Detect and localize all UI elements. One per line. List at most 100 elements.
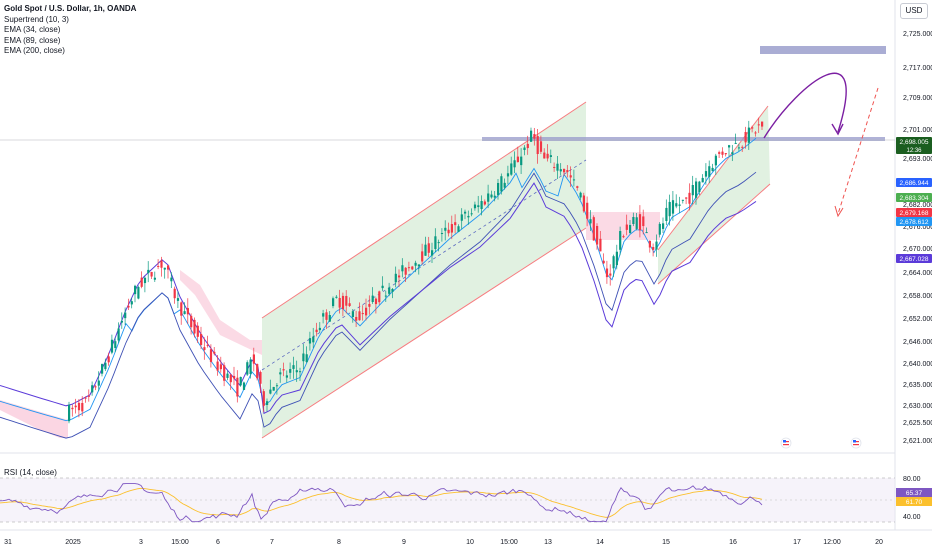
candle-body — [242, 382, 246, 390]
candle-body — [394, 273, 397, 283]
candle-body — [638, 214, 642, 231]
candle-body — [711, 167, 714, 172]
channel-1-lower — [261, 227, 587, 439]
candle-body — [629, 225, 632, 234]
candle-body — [460, 214, 463, 221]
candle-body — [84, 397, 87, 399]
price-badge — [896, 178, 932, 187]
y-tick-label: 2,676.000 — [903, 224, 932, 231]
y-tick-label: 2,652.000 — [903, 316, 932, 323]
y-tick-label: 2,709.000 — [903, 95, 932, 102]
candle-body — [609, 273, 612, 276]
candle-body — [599, 238, 602, 252]
us-flag-icon — [850, 437, 862, 449]
supertrend-zone — [586, 212, 660, 240]
candle-body — [407, 267, 411, 269]
candle-body — [470, 213, 473, 215]
candle-body — [246, 362, 249, 375]
candle-body — [203, 347, 206, 350]
candle-body — [582, 195, 585, 212]
candle-body — [91, 385, 94, 393]
indicator-ema34[interactable]: EMA (34, close) — [4, 25, 61, 34]
candle-body — [147, 269, 150, 274]
channel-2-lower — [657, 183, 771, 285]
candle-body — [295, 370, 298, 373]
rsi-badge-label: 61.70 — [906, 499, 923, 506]
ema200-line — [0, 182, 757, 415]
candle-body — [741, 146, 744, 148]
candle-body — [751, 127, 754, 129]
us-flag-icon — [783, 444, 789, 446]
candle-body — [216, 361, 219, 371]
candle-body — [513, 160, 516, 168]
candle-body — [754, 132, 757, 134]
x-tick-label: 12:00 — [823, 539, 841, 546]
price-badge-label: 2,678.612 — [900, 219, 929, 226]
y-tick-label: 2,701.000 — [903, 127, 932, 134]
candle-body — [497, 182, 500, 196]
indicator-ema200[interactable]: EMA (200, close) — [4, 46, 65, 55]
candle-body — [388, 287, 391, 294]
price-badge-time: 12:36 — [906, 148, 922, 154]
candle-body — [226, 373, 229, 378]
candle-body — [447, 229, 450, 234]
candle-body — [368, 303, 371, 307]
candle-body — [493, 195, 496, 198]
indicator-supertrend[interactable]: Supertrend (10, 3) — [4, 14, 69, 24]
candle-body — [160, 260, 163, 268]
candle-body — [549, 155, 552, 157]
candle-body — [444, 227, 447, 231]
candle-body — [68, 404, 71, 422]
supertrend-zone — [0, 400, 68, 438]
channel-1-midline — [261, 159, 587, 371]
x-tick-label: 3 — [139, 539, 143, 546]
candle-body — [411, 266, 414, 270]
candle-body — [163, 267, 166, 270]
candle-body — [104, 362, 107, 370]
candle-body — [167, 265, 170, 270]
candle-body — [473, 204, 477, 209]
candle-body — [200, 334, 203, 345]
candle-body — [404, 267, 407, 275]
candle-body — [312, 336, 315, 343]
candle-body — [233, 375, 236, 379]
candle-body — [414, 262, 417, 266]
candle-body — [170, 277, 173, 282]
candle-body — [487, 193, 490, 202]
candle-body — [325, 312, 328, 320]
candle-body — [747, 127, 750, 143]
candle-body — [134, 285, 137, 295]
candle-body — [239, 376, 242, 386]
candle-body — [371, 295, 374, 302]
candle-body — [681, 199, 684, 201]
candle-body — [282, 369, 285, 371]
candle-body — [157, 265, 160, 267]
rsi-line — [0, 483, 763, 523]
candle-body — [173, 288, 176, 299]
candle-body — [94, 386, 97, 388]
candle-body — [209, 349, 213, 362]
resistance-level — [482, 137, 885, 141]
candle-body — [223, 365, 226, 381]
y-tick-label: 2,682.000 — [903, 202, 932, 209]
candle-body — [351, 311, 354, 317]
price-badge-label: 2,686.944 — [900, 180, 929, 187]
rsi-tick-label: 80.00 — [903, 476, 921, 483]
candle-body — [569, 175, 572, 178]
rsi-label[interactable]: RSI (14, close) — [4, 468, 57, 477]
x-tick-label: 9 — [402, 539, 406, 546]
candle-body — [490, 194, 493, 198]
candle-body — [457, 226, 460, 232]
y-tick-label: 2,625.500 — [903, 420, 932, 427]
candle-body — [437, 242, 440, 244]
y-tick-label: 2,640.000 — [903, 361, 932, 368]
currency-button[interactable]: USD — [900, 3, 928, 19]
rsi-tick-label: 40.00 — [903, 514, 921, 521]
candle-body — [724, 153, 727, 155]
us-flag-icon — [780, 437, 792, 449]
candle-body — [467, 215, 470, 218]
x-tick-label: 7 — [270, 539, 274, 546]
candle-body — [671, 200, 675, 214]
indicator-ema89[interactable]: EMA (89, close) — [4, 35, 61, 45]
